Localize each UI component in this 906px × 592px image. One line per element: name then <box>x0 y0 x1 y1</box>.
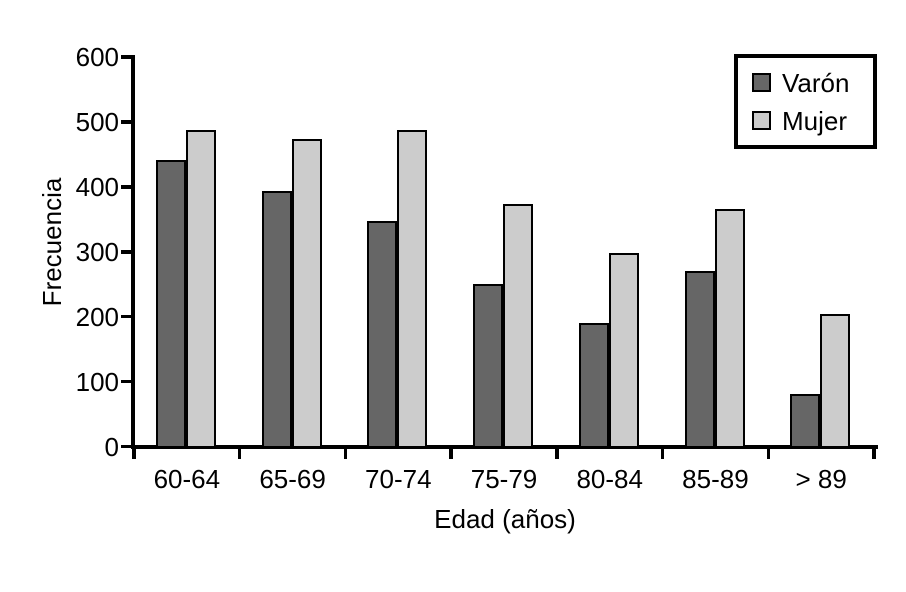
x-tick <box>660 448 665 459</box>
x-axis-title: Edad (años) <box>434 504 576 534</box>
x-tick-label: 80-84 <box>576 464 643 494</box>
bar-varon-89 <box>790 393 821 449</box>
legend-item-varon: Varón <box>752 68 859 98</box>
legend: Varón Mujer <box>734 54 877 149</box>
y-axis-line <box>131 55 135 448</box>
x-tick-label: > 89 <box>795 464 847 494</box>
bar-varon-6064 <box>156 160 186 449</box>
bar-varon-8084 <box>578 323 609 449</box>
x-tick <box>237 448 242 459</box>
x-tick <box>343 448 348 459</box>
x-tick <box>766 448 771 459</box>
x-tick-label: 60-64 <box>153 464 221 494</box>
legend-label-mujer: Mujer <box>782 105 848 136</box>
x-tick-label: 75-79 <box>470 464 538 494</box>
bar-varon-8589 <box>684 270 715 449</box>
bar-varon-7074 <box>367 220 398 449</box>
y-tick <box>121 185 131 189</box>
bar-mujer-7074 <box>397 130 428 449</box>
legend-label-varon: Varón <box>782 67 850 98</box>
y-tick-label: 200 <box>75 301 119 332</box>
y-tick-label: 400 <box>75 171 119 202</box>
legend-swatch-varon <box>752 73 771 92</box>
bar-mujer-8589 <box>714 208 745 449</box>
y-tick-label: 300 <box>75 236 119 267</box>
y-tick <box>121 379 131 384</box>
legend-swatch-mujer <box>752 111 771 130</box>
legend-item-mujer: Mujer <box>752 106 859 136</box>
y-tick-label: 0 <box>104 431 119 462</box>
x-tick <box>449 448 453 459</box>
x-tick <box>132 448 136 459</box>
x-tick-label: 65-69 <box>259 464 326 494</box>
x-tick-label: 70-74 <box>365 464 432 494</box>
y-tick <box>121 444 131 449</box>
bar-mujer-89 <box>820 314 851 449</box>
bar-mujer-6064 <box>186 130 216 449</box>
bar-mujer-6569 <box>291 139 322 449</box>
y-tick-label: 500 <box>75 106 119 137</box>
bar-varon-7579 <box>473 283 504 449</box>
bar-mujer-8084 <box>608 253 639 449</box>
bar-varon-6569 <box>261 190 292 449</box>
x-tick <box>872 448 876 459</box>
bar-mujer-7579 <box>503 204 534 449</box>
y-tick <box>121 120 131 124</box>
y-tick <box>121 55 131 59</box>
y-tick <box>121 314 131 319</box>
y-tick <box>121 250 131 254</box>
y-tick-label: 100 <box>75 366 119 397</box>
x-tick-label: 85-89 <box>682 464 749 494</box>
y-tick-label: 600 <box>75 42 119 72</box>
x-tick <box>555 448 559 459</box>
